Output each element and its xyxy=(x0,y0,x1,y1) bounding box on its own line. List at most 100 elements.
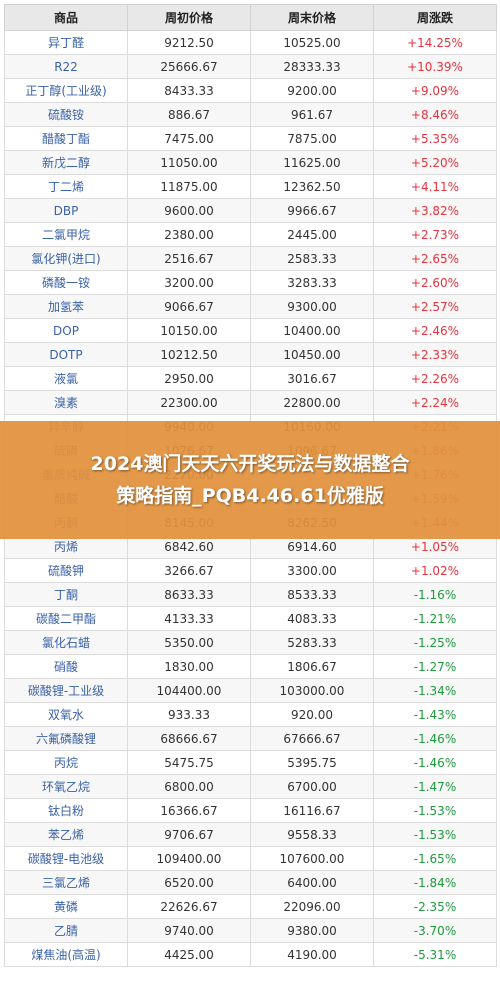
week-start-price-cell: 4425.00 xyxy=(127,942,251,967)
product-name-cell: 新戊二醇 xyxy=(4,150,128,175)
product-name-cell: 丁二烯 xyxy=(4,174,128,199)
product-name-cell: 二氯甲烷 xyxy=(4,222,128,247)
week-end-price-cell: 9966.67 xyxy=(250,198,374,223)
product-name-cell: 碳酸锂-电池级 xyxy=(4,846,128,871)
week-end-price-cell: 67666.67 xyxy=(250,726,374,751)
table-row: 新戊二醇 11050.00 11625.00 +5.20% xyxy=(4,150,497,175)
banner-title-line2: 策略指南_PQB4.46.61优雅版 xyxy=(116,485,384,507)
week-change-cell: -1.16% xyxy=(373,582,497,607)
product-name-cell: 磷酸一铵 xyxy=(4,270,128,295)
week-change-cell: +2.26% xyxy=(373,366,497,391)
product-name-cell: 氯化石蜡 xyxy=(4,630,128,655)
week-end-price-cell: 107600.00 xyxy=(250,846,374,871)
week-change-cell: -1.43% xyxy=(373,702,497,727)
week-change-cell: -1.27% xyxy=(373,654,497,679)
week-change-cell: +5.20% xyxy=(373,150,497,175)
table-row: 异丁醛 9212.50 10525.00 +14.25% xyxy=(4,30,497,55)
week-change-cell: -1.46% xyxy=(373,726,497,751)
product-name-cell: 乙腈 xyxy=(4,918,128,943)
week-change-cell: -1.47% xyxy=(373,774,497,799)
table-row: 正丁醇(工业级) 8433.33 9200.00 +9.09% xyxy=(4,78,497,103)
week-start-price-cell: 22626.67 xyxy=(127,894,251,919)
week-change-cell: -1.84% xyxy=(373,870,497,895)
product-name-cell: 液氯 xyxy=(4,366,128,391)
week-start-price-cell: 9212.50 xyxy=(127,30,251,55)
table-row: 乙腈 9740.00 9380.00 -3.70% xyxy=(4,918,497,943)
week-change-cell: +4.11% xyxy=(373,174,497,199)
week-start-price-cell: 16366.67 xyxy=(127,798,251,823)
week-end-price-cell: 1806.67 xyxy=(250,654,374,679)
product-name-cell: 碳酸二甲酯 xyxy=(4,606,128,631)
table-row: 苯乙烯 9706.67 9558.33 -1.53% xyxy=(4,822,497,847)
header-week-start-price: 周初价格 xyxy=(127,4,251,31)
week-end-price-cell: 16116.67 xyxy=(250,798,374,823)
week-start-price-cell: 7475.00 xyxy=(127,126,251,151)
table-row: 丙烷 5475.75 5395.75 -1.46% xyxy=(4,750,497,775)
product-name-cell: 异丁醛 xyxy=(4,30,128,55)
table-header: 商品 周初价格 周末价格 周涨跌 xyxy=(4,4,497,31)
week-change-cell: -1.65% xyxy=(373,846,497,871)
table-row: DOP 10150.00 10400.00 +2.46% xyxy=(4,318,497,343)
product-name-cell: 硫酸铵 xyxy=(4,102,128,127)
table-row: 碳酸锂-工业级 104400.00 103000.00 -1.34% xyxy=(4,678,497,703)
week-start-price-cell: 11050.00 xyxy=(127,150,251,175)
product-name-cell: 环氧乙烷 xyxy=(4,774,128,799)
week-end-price-cell: 9380.00 xyxy=(250,918,374,943)
week-start-price-cell: 10212.50 xyxy=(127,342,251,367)
header-week-change: 周涨跌 xyxy=(373,4,497,31)
week-change-cell: -1.53% xyxy=(373,798,497,823)
week-change-cell: -1.21% xyxy=(373,606,497,631)
week-start-price-cell: 25666.67 xyxy=(127,54,251,79)
product-name-cell: 煤焦油(高温) xyxy=(4,942,128,967)
week-start-price-cell: 3200.00 xyxy=(127,270,251,295)
week-end-price-cell: 2445.00 xyxy=(250,222,374,247)
header-product: 商品 xyxy=(4,4,128,31)
table-row: 黄磷 22626.67 22096.00 -2.35% xyxy=(4,894,497,919)
table-row: 六氟磷酸锂 68666.67 67666.67 -1.46% xyxy=(4,726,497,751)
week-change-cell: +2.65% xyxy=(373,246,497,271)
product-name-cell: 三氯乙烯 xyxy=(4,870,128,895)
week-start-price-cell: 5475.75 xyxy=(127,750,251,775)
week-change-cell: +3.82% xyxy=(373,198,497,223)
week-end-price-cell: 10450.00 xyxy=(250,342,374,367)
week-change-cell: +2.46% xyxy=(373,318,497,343)
product-name-cell: 六氟磷酸锂 xyxy=(4,726,128,751)
week-change-cell: +8.46% xyxy=(373,102,497,127)
week-start-price-cell: 109400.00 xyxy=(127,846,251,871)
week-start-price-cell: 68666.67 xyxy=(127,726,251,751)
week-end-price-cell: 9558.33 xyxy=(250,822,374,847)
header-row: 商品 周初价格 周末价格 周涨跌 xyxy=(4,4,497,31)
product-name-cell: 丁酮 xyxy=(4,582,128,607)
week-start-price-cell: 4133.33 xyxy=(127,606,251,631)
week-end-price-cell: 7875.00 xyxy=(250,126,374,151)
week-end-price-cell: 6400.00 xyxy=(250,870,374,895)
table-row: 加氢苯 9066.67 9300.00 +2.57% xyxy=(4,294,497,319)
product-name-cell: 黄磷 xyxy=(4,894,128,919)
week-start-price-cell: 1830.00 xyxy=(127,654,251,679)
week-change-cell: +5.35% xyxy=(373,126,497,151)
week-end-price-cell: 6700.00 xyxy=(250,774,374,799)
table-row: 醋酸丁酯 7475.00 7875.00 +5.35% xyxy=(4,126,497,151)
week-end-price-cell: 9200.00 xyxy=(250,78,374,103)
table-row: 丁酮 8633.33 8533.33 -1.16% xyxy=(4,582,497,607)
table-row: 碳酸锂-电池级 109400.00 107600.00 -1.65% xyxy=(4,846,497,871)
table-row: DBP 9600.00 9966.67 +3.82% xyxy=(4,198,497,223)
week-start-price-cell: 6800.00 xyxy=(127,774,251,799)
table-row: 硫酸铵 886.67 961.67 +8.46% xyxy=(4,102,497,127)
product-name-cell: 硝酸 xyxy=(4,654,128,679)
week-start-price-cell: 2516.67 xyxy=(127,246,251,271)
week-start-price-cell: 10150.00 xyxy=(127,318,251,343)
week-end-price-cell: 3016.67 xyxy=(250,366,374,391)
week-change-cell: +2.57% xyxy=(373,294,497,319)
week-start-price-cell: 104400.00 xyxy=(127,678,251,703)
product-name-cell: 硫酸钾 xyxy=(4,558,128,583)
week-change-cell: +2.24% xyxy=(373,390,497,415)
week-end-price-cell: 5283.33 xyxy=(250,630,374,655)
table-row: 氯化钾(进口) 2516.67 2583.33 +2.65% xyxy=(4,246,497,271)
table-row: 碳酸二甲酯 4133.33 4083.33 -1.21% xyxy=(4,606,497,631)
week-end-price-cell: 4190.00 xyxy=(250,942,374,967)
week-change-cell: -2.35% xyxy=(373,894,497,919)
week-end-price-cell: 961.67 xyxy=(250,102,374,127)
product-name-cell: 钛白粉 xyxy=(4,798,128,823)
table-row: 三氯乙烯 6520.00 6400.00 -1.84% xyxy=(4,870,497,895)
